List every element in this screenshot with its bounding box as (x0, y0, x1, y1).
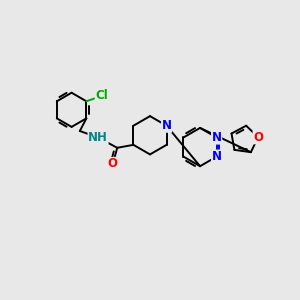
Text: O: O (253, 131, 263, 144)
Text: Cl: Cl (95, 89, 108, 103)
Text: N: N (212, 131, 222, 144)
Text: O: O (108, 158, 118, 170)
Text: N: N (212, 150, 222, 163)
Text: NH: NH (88, 131, 108, 144)
Text: N: N (162, 119, 172, 132)
